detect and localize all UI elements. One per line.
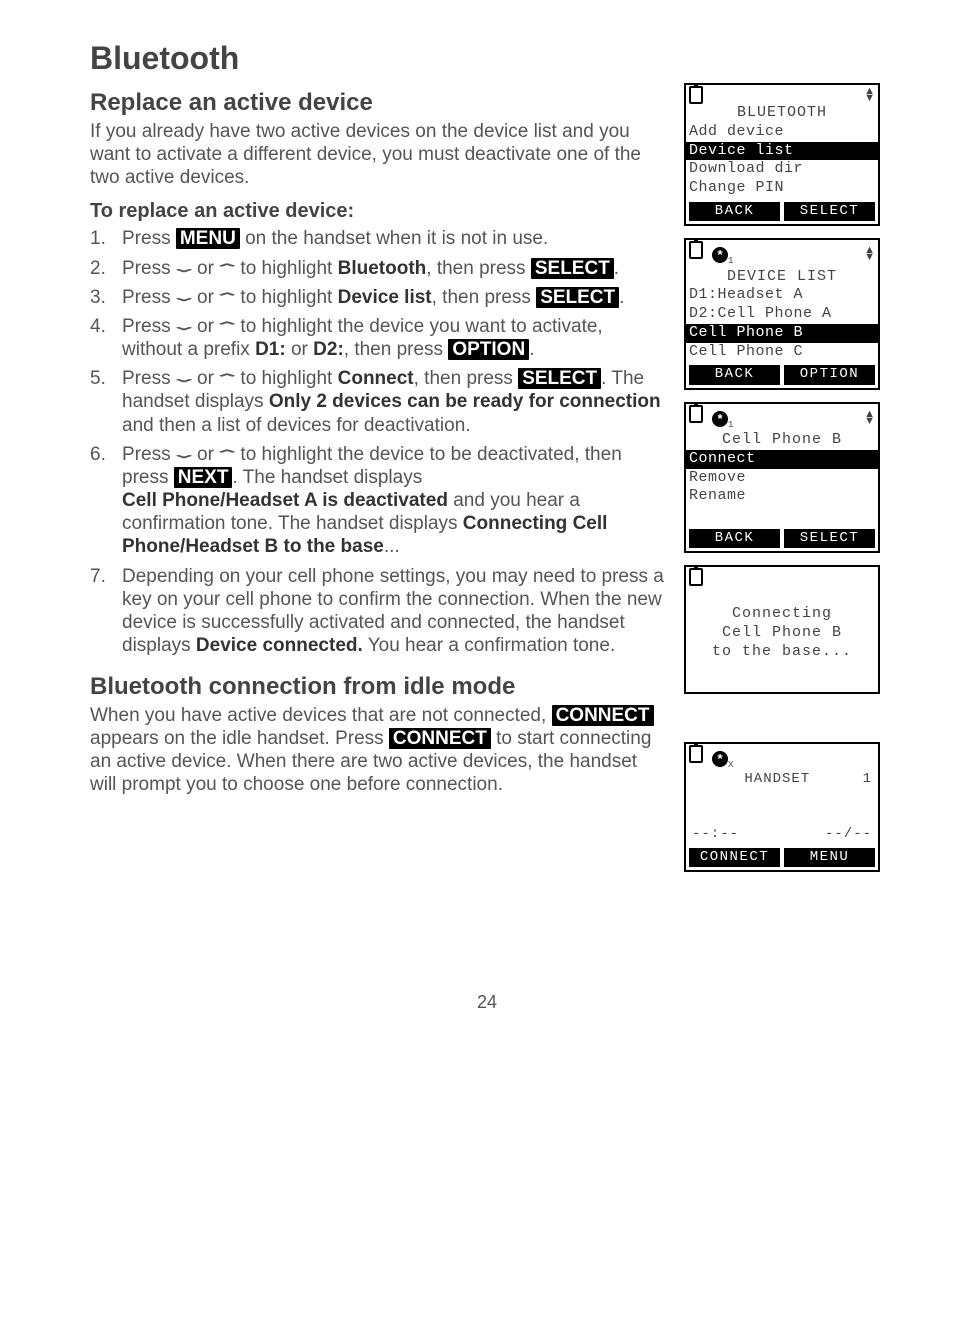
battery-icon: [689, 745, 703, 763]
softkey-option: OPTION: [784, 365, 875, 385]
lcd-row: Download dir: [689, 160, 875, 179]
battery-icon: [689, 86, 703, 104]
lcd-device-options: *1 ▲▼ Cell Phone B Connect Remove Rename…: [684, 402, 880, 554]
scroll-arrows-icon: ▲▼: [864, 88, 875, 102]
key-connect: CONNECT: [389, 728, 491, 749]
softkey-connect: CONNECT: [689, 848, 780, 868]
lcd-device-list: *1 ▲▼ DEVICE LIST D1:Headset A D2:Cell P…: [684, 238, 880, 390]
softkey-menu: MENU: [784, 848, 875, 868]
softkey-select: SELECT: [784, 202, 875, 222]
softkey-back: BACK: [689, 529, 780, 549]
bluetooth-icon: *: [712, 247, 728, 263]
scroll-arrows-icon: ▲▼: [864, 411, 875, 425]
lcd-title: DEVICE LIST: [689, 268, 875, 287]
down-arrow-icon: ⌄: [169, 261, 198, 275]
lcd-row: Add device: [689, 123, 875, 142]
lcd-line: Cell Phone B: [689, 624, 875, 643]
softkey-back: BACK: [689, 365, 780, 385]
up-arrow-icon: ⌃: [213, 290, 242, 304]
lcd-row: Cell Phone C: [689, 343, 875, 362]
key-menu: MENU: [176, 228, 240, 249]
lcd-date: --/--: [825, 826, 872, 844]
key-select: SELECT: [531, 258, 614, 279]
lcd-bluetooth-menu: ▲▼ BLUETOOTH Add device Device list Down…: [684, 83, 880, 226]
bluetooth-icon: *: [712, 411, 728, 427]
bluetooth-icon: *: [712, 751, 728, 767]
step-3: Press ⌄ or ⌃ to highlight Device list, t…: [90, 286, 666, 309]
lcd-row-selected: Device list: [686, 142, 878, 161]
lcd-connecting: Connecting Cell Phone B to the base...: [684, 565, 880, 694]
lcd-row: Rename: [689, 487, 875, 506]
lcd-time: --:--: [692, 826, 739, 844]
lcd-column: ▲▼ BLUETOOTH Add device Device list Down…: [684, 83, 884, 872]
step-1: Press MENU on the handset when it is not…: [90, 227, 666, 250]
key-select: SELECT: [536, 287, 619, 308]
battery-icon: [689, 241, 703, 259]
lcd-title: BLUETOOTH: [689, 104, 875, 123]
step-2: Press ⌄ or ⌃ to highlight Bluetooth, the…: [90, 257, 666, 280]
key-option: OPTION: [448, 339, 529, 360]
main-content: Replace an active device If you already …: [90, 83, 666, 872]
lcd-row-selected: Connect: [686, 450, 878, 469]
page-title: Bluetooth: [90, 40, 884, 77]
page-number: 24: [90, 992, 884, 1013]
up-arrow-icon: ⌃: [213, 320, 242, 334]
lcd-idle: *X HANDSET 1 --:-- --/-- CONNECT MENU: [684, 742, 880, 872]
softkey-back: BACK: [689, 202, 780, 222]
softkey-select: SELECT: [784, 529, 875, 549]
step-5: Press ⌄ or ⌃ to highlight Connect, then …: [90, 367, 666, 437]
lcd-row: Change PIN: [689, 179, 875, 198]
battery-icon: [689, 405, 703, 423]
lcd-line: Connecting: [689, 605, 875, 624]
section1-sub: To replace an active device:: [90, 199, 666, 223]
lcd-row: Remove: [689, 469, 875, 488]
scroll-arrows-icon: ▲▼: [864, 247, 875, 261]
up-arrow-icon: ⌃: [213, 447, 242, 461]
down-arrow-icon: ⌄: [169, 320, 198, 334]
lcd-row: D1:Headset A: [689, 286, 875, 305]
down-arrow-icon: ⌄: [169, 447, 198, 461]
down-arrow-icon: ⌄: [169, 372, 198, 386]
key-next: NEXT: [174, 467, 233, 488]
step-6: Press ⌄ or ⌃ to highlight the device to …: [90, 443, 666, 559]
key-connect: CONNECT: [552, 705, 654, 726]
key-select: SELECT: [518, 368, 601, 389]
step-7: Depending on your cell phone settings, y…: [90, 565, 666, 658]
lcd-row: D2:Cell Phone A: [689, 305, 875, 324]
section1-heading: Replace an active device: [90, 89, 666, 117]
lcd-row-selected: Cell Phone B: [686, 324, 878, 343]
lcd-line: to the base...: [689, 643, 875, 662]
lcd-title: Cell Phone B: [689, 431, 875, 450]
battery-icon: [689, 568, 703, 586]
lcd-handset-num: 1: [863, 771, 872, 789]
down-arrow-icon: ⌄: [169, 290, 198, 304]
up-arrow-icon: ⌃: [213, 372, 242, 386]
section2-heading: Bluetooth connection from idle mode: [90, 673, 666, 701]
up-arrow-icon: ⌃: [213, 261, 242, 275]
section2-para: When you have active devices that are no…: [90, 705, 666, 796]
step-4: Press ⌄ or ⌃ to highlight the device you…: [90, 315, 666, 361]
steps-list: Press MENU on the handset when it is not…: [90, 227, 666, 657]
lcd-handset-label: HANDSET: [744, 771, 810, 789]
section1-intro: If you already have two active devices o…: [90, 121, 666, 189]
